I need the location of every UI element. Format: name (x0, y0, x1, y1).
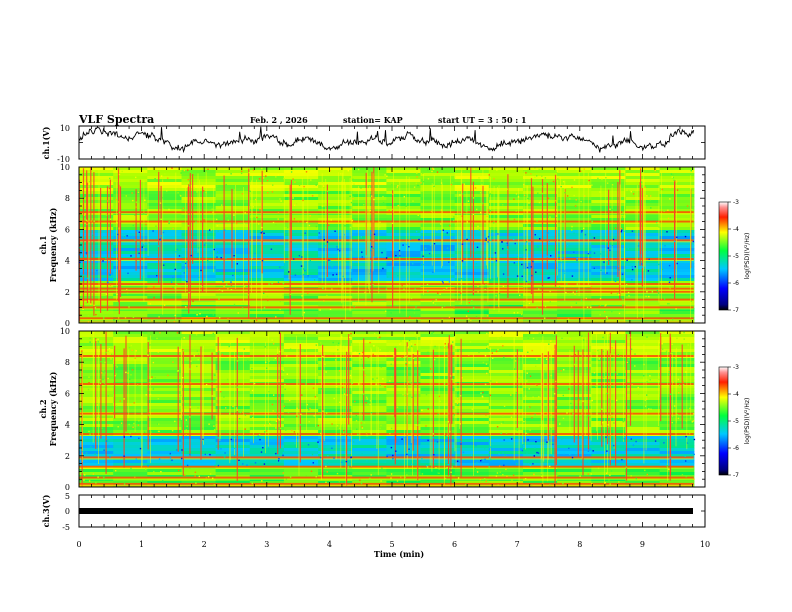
ch1-spectrogram-band-2.5 (79, 283, 694, 285)
ch1-spectrogram-band-7.1 (79, 211, 694, 213)
ch1-colorbar-tick-label: -4 (733, 226, 739, 233)
ch3-ytick-bottom: -5 (62, 523, 70, 532)
x-tick-label-2: 2 (202, 540, 207, 549)
x-tick-label-8: 8 (577, 540, 582, 549)
x-tick-label-9: 9 (640, 540, 645, 549)
ch3-ytick-mid: 0 (65, 507, 70, 516)
x-tick-label-10: 10 (700, 540, 710, 549)
ch1-freq-ytick-label-10: 10 (60, 163, 70, 172)
ch2-freq-ytick-label-8: 8 (65, 358, 70, 367)
x-tick-label-5: 5 (389, 540, 394, 549)
ch2-spectrogram-heatmap (79, 331, 695, 488)
ch2-spectrogram-band-0.2 (79, 483, 694, 485)
ch1-colorbar: -3 -4 -5 -6 -7 log(PSD)(V²/Hz) (719, 199, 751, 314)
ch1-freq-ytick-label-8: 8 (65, 194, 70, 203)
ch2-colorbar-tick-label: -5 (733, 418, 739, 425)
ch2-spectrogram-band-1.9 (79, 456, 694, 458)
x-tick-label-7: 7 (515, 540, 520, 549)
ch1-spectrogram-band-1 (79, 306, 694, 308)
ch1-spectrogram-band-1.5 (79, 299, 694, 301)
ch1-waveform-ylabel: ch.1(V) (41, 126, 51, 159)
ch2-spectrogram-band-1.3 (79, 466, 694, 468)
ch1-ytick-top: 10 (60, 124, 70, 133)
ch1-colorbar-gradient (719, 202, 728, 310)
x-tick-label-6: 6 (452, 540, 457, 549)
ch2-colorbar-tick-label: -7 (733, 472, 739, 479)
ch2-colorbar: -3 -4 -5 -6 -7 log(PSD)(V²/Hz) (719, 364, 751, 479)
ch3-waveform-trace (79, 508, 693, 514)
x-tick-label-1: 1 (139, 540, 144, 549)
ch1-spectrogram-band-6.5 (79, 221, 694, 223)
ch1-frequency-ylabel: Frequency (kHz) (48, 207, 58, 282)
x-tick-label-3: 3 (264, 540, 269, 549)
ch2-freq-ytick-label-4: 4 (65, 421, 70, 430)
ch2-freq-ytick-label-10: 10 (60, 327, 70, 336)
ch3-waveform-panel: 5 0 -5 ch.3(V) (41, 492, 705, 532)
ch1-freq-ytick-label-2: 2 (65, 288, 70, 297)
ch2-colorbar-gradient (719, 367, 728, 475)
ch1-colorbar-tick-label: -6 (733, 280, 739, 287)
ch1-spectrogram-heatmap (79, 167, 694, 324)
ch2-freq-ytick-label-6: 6 (65, 389, 70, 398)
ch1-waveform-trace (79, 127, 694, 153)
ch2-freq-ytick-label-0: 0 (65, 483, 70, 492)
ch2-spectrogram-channel-label: ch.2 (38, 399, 48, 418)
ch2-frequency-ylabel: Frequency (kHz) (48, 371, 58, 446)
ch3-ytick-top: 5 (65, 492, 70, 501)
station-label: station= KAP (343, 115, 403, 125)
ch1-spectrogram-band-0.3 (79, 317, 694, 319)
start-ut-label: start UT = 3 : 50 : 1 (438, 115, 527, 125)
ch1-spectrogram-band-5.3 (79, 239, 694, 241)
ch2-spectrogram-band-0.6 (79, 477, 694, 479)
ch2-freq-ytick-label-2: 2 (65, 452, 70, 461)
x-tick-label-0: 0 (76, 540, 81, 549)
date-label: Feb. 2 , 2026 (250, 115, 308, 125)
ch1-waveform-panel: 10 -10 ch.1(V) (41, 124, 705, 164)
ch1-freq-ytick-label-6: 6 (65, 225, 70, 234)
x-axis-label: Time (min) (374, 549, 424, 559)
ch1-colorbar-tick-label: -3 (733, 199, 739, 206)
x-axis-tick-labels: 0 1 2 3 4 5 6 7 8 9 10 (76, 540, 710, 549)
ch3-waveform-ylabel: ch.3(V) (41, 494, 51, 527)
ch2-colorbar-tick-label: -3 (733, 364, 739, 371)
ch1-colorbar-label: log(PSD)(V²/Hz) (744, 233, 751, 280)
x-tick-label-4: 4 (327, 540, 332, 549)
ch1-spectrogram-band-2 (79, 291, 694, 293)
ch1-freq-ytick-label-4: 4 (65, 257, 70, 266)
ch1-spectrogram-channel-label: ch.1 (38, 235, 48, 254)
ch1-colorbar-tick-label: -7 (733, 307, 739, 314)
ch1-colorbar-tick-label: -5 (733, 253, 739, 260)
vlf-spectra-figure: VLF Spectra Feb. 2 , 2026 station= KAP s… (0, 0, 792, 612)
figure-title: VLF Spectra (78, 113, 154, 126)
ch2-colorbar-tick-label: -4 (733, 391, 739, 398)
ch2-colorbar-tick-label: -6 (733, 445, 739, 452)
ch2-colorbar-label: log(PSD)(V²/Hz) (744, 398, 751, 445)
ch2-spectrogram-panel: 0 2 4 6 8 10 ch.2 Frequency (kHz) (38, 327, 705, 492)
